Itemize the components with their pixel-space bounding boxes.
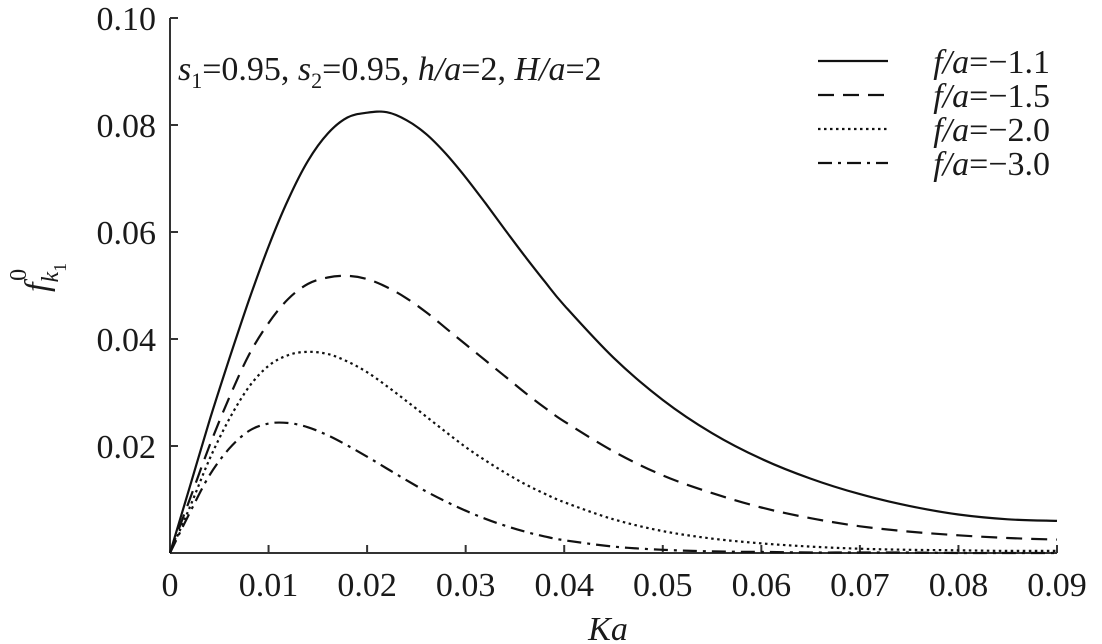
y-axis-label: fk10 (6, 263, 70, 292)
legend-label-2: f/a=−1.5 (933, 78, 1050, 115)
series-layer (168, 110, 1058, 555)
y-axis-ticks: 0.02 0.04 0.06 0.08 0.10 (97, 1, 178, 466)
legend-label-var: f/a (933, 78, 969, 115)
legend-label-4: f/a=−3.0 (933, 146, 1050, 183)
x-axis-ticks: 0 0.01 0.02 0.03 0.04 0.05 0.06 0.07 0.08 0.09 (162, 545, 1087, 604)
y-tick-label: 0.08 (97, 108, 157, 145)
series-line-1 (168, 110, 1058, 554)
y-tick-label: 0.10 (97, 1, 157, 38)
legend-label-val: =−1.1 (969, 44, 1050, 81)
series-line-3 (168, 350, 1057, 554)
x-tick-label: 0.07 (830, 567, 890, 604)
x-tick-label: 0.04 (534, 567, 594, 604)
legend: f/a=−1.1f/a=−1.5f/a=−2.0f/a=−3.0 (818, 44, 1050, 183)
x-tick-label: 0.09 (1027, 567, 1087, 604)
annotation-h-var: h/a (418, 51, 461, 88)
y-tick-label: 0.04 (97, 322, 157, 359)
x-tick-label: 0.06 (732, 567, 792, 604)
axes (169, 18, 1057, 554)
y-label-sup: 0 (6, 269, 32, 281)
y-label-subsub: 1 (50, 263, 70, 272)
x-tick-label: 0.02 (337, 567, 397, 604)
series-line-4 (169, 421, 1057, 555)
legend-label-val: =−3.0 (969, 146, 1050, 183)
x-tick-label: 0 (162, 567, 179, 604)
annotation-s2-sub: 2 (311, 68, 322, 93)
series-line-2 (168, 274, 1058, 554)
legend-label-val: =−2.0 (969, 112, 1050, 149)
legend-label-val: =−1.5 (969, 78, 1050, 115)
y-label-sub: k (38, 272, 64, 283)
legend-label-var: f/a (933, 146, 969, 183)
annotation-s2-val: =0.95, (322, 51, 418, 88)
legend-label-var: f/a (933, 112, 969, 149)
annotation-H-val: =2 (565, 51, 601, 88)
annotation-s1-var: s (178, 51, 191, 88)
annotation-h-val: =2, (461, 51, 514, 88)
annotation-s1-sub: 1 (191, 68, 202, 93)
y-tick-label: 0.06 (97, 215, 157, 252)
y-tick-label: 0.02 (97, 429, 157, 466)
annotation-s2-var: s (298, 51, 311, 88)
x-tick-label: 0.05 (633, 567, 693, 604)
x-tick-label: 0.01 (239, 567, 299, 604)
x-tick-label: 0.03 (436, 567, 496, 604)
legend-label-var: f/a (933, 44, 969, 81)
x-axis-label: Ka (587, 611, 628, 644)
annotation-H-var: H/a (513, 51, 565, 88)
x-tick-label: 0.08 (929, 567, 989, 604)
parameter-annotation: s1=0.95, s2=0.95, h/a=2, H/a=2 (178, 51, 602, 93)
legend-label-3: f/a=−2.0 (933, 112, 1050, 149)
annotation-s1-val: =0.95, (202, 51, 298, 88)
legend-label-1: f/a=−1.1 (933, 44, 1050, 81)
